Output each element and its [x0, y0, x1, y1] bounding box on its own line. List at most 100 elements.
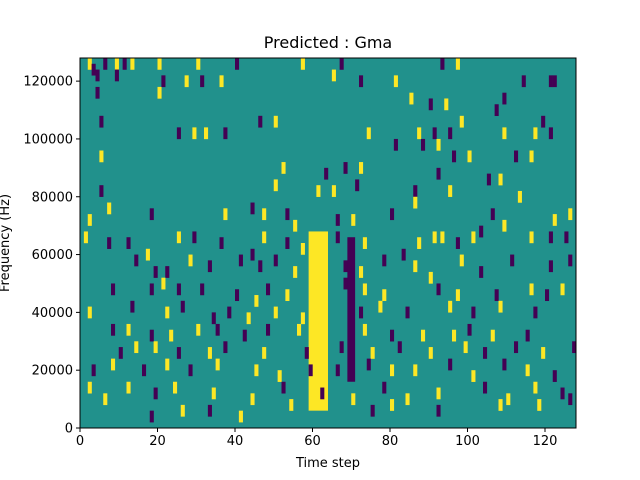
- heatmap-cell: [417, 127, 422, 140]
- heatmap-cell: [273, 306, 278, 319]
- heatmap-cell: [122, 58, 127, 70]
- heatmap-cell: [281, 162, 286, 174]
- heatmap-cell: [335, 364, 340, 377]
- heatmap-cell: [448, 358, 453, 371]
- y-tick-label: 0: [65, 422, 73, 437]
- heatmap-cell: [211, 387, 216, 400]
- heatmap-cell: [254, 295, 259, 307]
- heatmap-cell: [258, 115, 263, 128]
- heatmap-cell: [459, 115, 464, 128]
- heatmap-cell: [285, 237, 290, 249]
- heatmap-cell: [436, 387, 441, 400]
- heatmap-cell: [479, 225, 484, 238]
- heatmap-cell: [153, 387, 158, 400]
- heatmap-cell: [463, 341, 468, 354]
- heatmap-cell: [211, 312, 216, 325]
- heatmap-cell: [467, 150, 472, 163]
- heatmap-cell: [262, 231, 267, 244]
- heatmap-cell: [91, 63, 96, 76]
- heatmap-cell: [339, 58, 344, 70]
- heatmap-cell: [393, 138, 398, 151]
- heatmap-cell: [176, 231, 181, 244]
- heatmap-cell: [444, 98, 449, 111]
- heatmap-cell: [300, 312, 305, 325]
- heatmap-cell: [378, 300, 383, 313]
- heatmap-cell: [161, 75, 166, 88]
- heatmap-cell: [498, 173, 503, 186]
- heatmap-cell: [165, 358, 170, 371]
- heatmap-cell: [533, 127, 538, 140]
- heatmap-cell: [335, 231, 340, 244]
- heatmap-cell: [331, 69, 336, 82]
- heatmap-cell: [471, 306, 476, 319]
- heatmap-cell: [467, 323, 472, 336]
- x-tick-label: 100: [455, 434, 480, 449]
- heatmap-cell: [498, 300, 503, 313]
- heatmap-cell: [219, 75, 224, 88]
- heatmap-cell: [533, 381, 538, 394]
- heatmap-cell: [428, 347, 433, 359]
- heatmap-cell: [107, 237, 112, 249]
- heatmap-cell: [413, 185, 418, 197]
- heatmap-cell: [207, 260, 212, 273]
- heatmap-cell: [153, 341, 158, 354]
- heatmap-cell: [149, 329, 154, 342]
- heatmap-cell: [126, 381, 131, 394]
- chart-title: Predicted : Gma: [264, 33, 392, 52]
- heatmap-cell: [351, 393, 356, 406]
- heatmap-cell: [537, 399, 542, 411]
- heatmap-cell: [390, 399, 395, 411]
- heatmap-cell: [405, 393, 410, 406]
- heatmap-cell: [250, 393, 255, 406]
- heatmap-cell: [118, 347, 123, 359]
- heatmap-cell: [548, 260, 553, 273]
- heatmap-cell: [95, 86, 100, 99]
- heatmap-cell: [359, 266, 364, 278]
- heatmap-cell: [242, 329, 247, 342]
- heatmap-cell: [266, 323, 271, 336]
- heatmap-cell: [452, 150, 457, 163]
- heatmap-cell: [103, 393, 108, 406]
- heatmap-cell: [176, 283, 181, 296]
- heatmap-cell: [390, 208, 395, 221]
- y-tick-label: 100000: [23, 132, 73, 147]
- heatmap-cell: [382, 254, 387, 267]
- x-tick-label: 60: [304, 434, 321, 449]
- heatmap-cell: [258, 260, 263, 273]
- x-tick-label: 40: [227, 434, 244, 449]
- heatmap-cell: [281, 381, 286, 394]
- heatmap-cell: [359, 162, 364, 174]
- plot-area: [79, 57, 577, 429]
- heatmap-cell: [552, 370, 557, 382]
- heatmap-cell: [517, 190, 522, 203]
- heatmap-cell: [200, 283, 205, 296]
- heatmap-cell: [490, 329, 495, 342]
- heatmap-cell: [428, 271, 433, 284]
- heatmap-cell: [548, 75, 553, 88]
- heatmap-cell: [196, 323, 201, 336]
- heatmap-cell: [436, 167, 441, 180]
- heatmap-cell: [192, 127, 197, 140]
- x-tick-label: 120: [533, 434, 558, 449]
- heatmap-cell: [471, 370, 476, 382]
- heatmap-cell: [180, 300, 185, 313]
- heatmap-cell: [335, 214, 340, 226]
- heatmap-cell: [293, 266, 298, 278]
- heatmap-cell: [91, 364, 96, 377]
- heatmap-cell: [514, 150, 519, 163]
- heatmap-cell: [204, 127, 209, 140]
- heatmap-cell: [114, 58, 119, 70]
- heatmap-cell: [552, 75, 557, 88]
- y-axis-label: Frequency (Hz): [0, 194, 13, 292]
- heatmap-cell: [273, 115, 278, 128]
- heatmap-cell: [215, 358, 220, 371]
- heatmap-cell: [397, 341, 402, 354]
- x-axis: 0 20 40 60 80 100 120: [76, 428, 558, 449]
- heatmap-cell: [246, 312, 251, 325]
- heatmap-cell: [324, 167, 329, 180]
- x-tick-label: 80: [382, 434, 399, 449]
- heatmap-cell: [297, 323, 302, 336]
- heatmap-cell: [320, 387, 325, 400]
- heatmap-cell: [448, 185, 453, 197]
